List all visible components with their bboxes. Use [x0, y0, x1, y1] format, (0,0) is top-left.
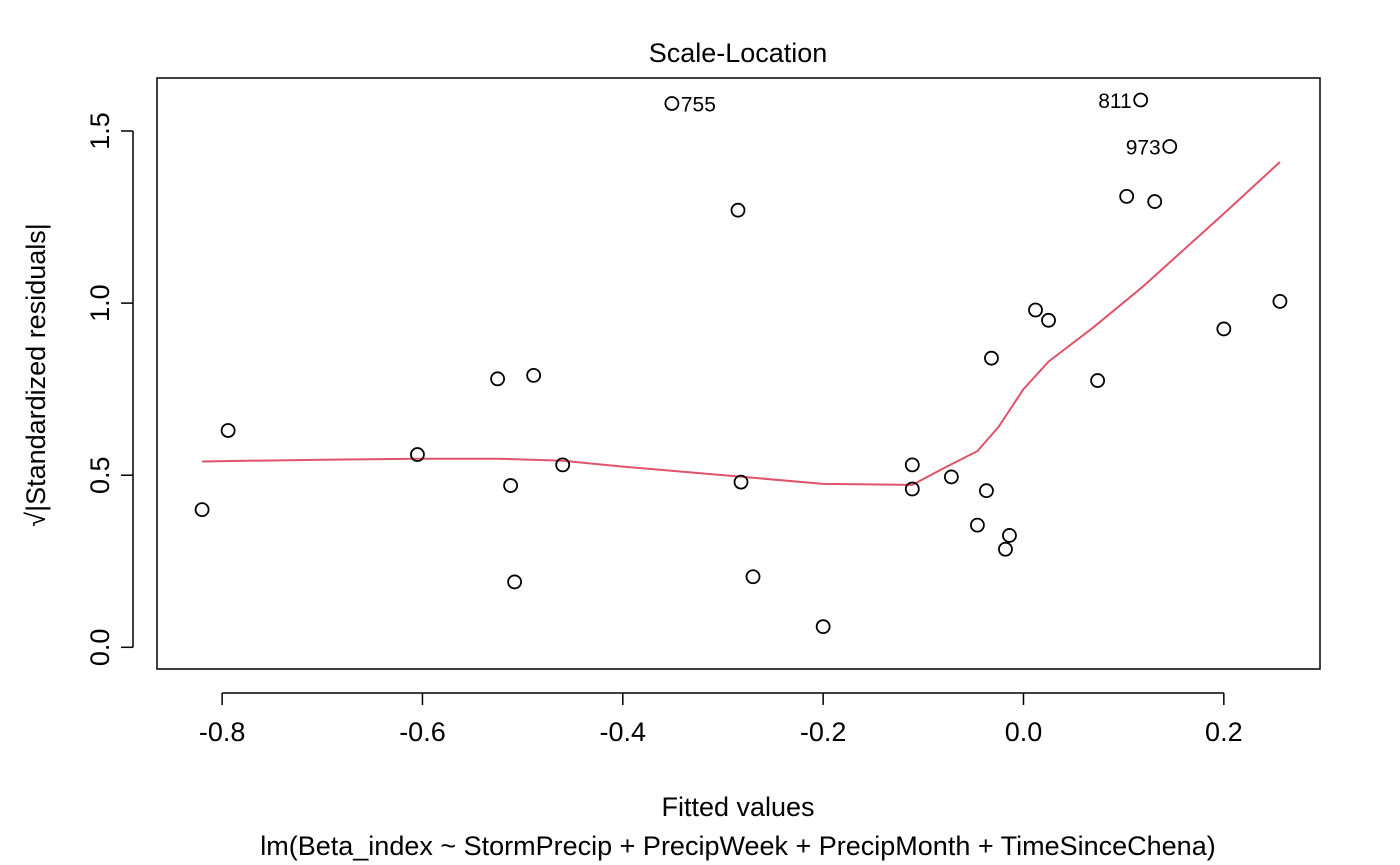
data-point — [733, 474, 749, 490]
data-point — [1216, 321, 1232, 337]
data-points: 755 811 973 — [194, 90, 1288, 635]
x-tick-label: -0.2 — [800, 717, 847, 747]
data-point — [730, 202, 746, 218]
data-point — [1041, 312, 1056, 328]
point-label: 811 — [1098, 90, 1131, 113]
data-point — [1119, 189, 1135, 204]
point-label: 973 — [1126, 136, 1161, 159]
x-tick-label: 0.2 — [1205, 717, 1243, 747]
x-tick-label: -0.6 — [399, 717, 446, 747]
chart-title: Scale-Location — [649, 38, 828, 68]
x-tick-label: -0.4 — [600, 717, 647, 747]
data-point — [1162, 139, 1178, 154]
data-point — [503, 478, 519, 493]
x-axis: -0.8 -0.6 -0.4 -0.2 0.0 0.2 — [199, 692, 1243, 747]
data-point — [490, 371, 505, 387]
chart-subtitle: lm(Beta_index ~ StormPrecip + PrecipWeek… — [260, 831, 1215, 861]
data-point — [1028, 302, 1043, 318]
x-tick-label: -0.8 — [199, 717, 246, 747]
data-point — [904, 481, 920, 497]
point-label: 755 — [681, 93, 716, 116]
data-point — [555, 457, 571, 473]
y-axis-label: √|Standardized residuals| — [21, 223, 51, 527]
data-point — [664, 96, 680, 111]
data-point — [1147, 194, 1163, 209]
smoother-line — [202, 161, 1281, 486]
data-point — [1133, 92, 1149, 108]
data-point — [943, 469, 959, 485]
data-point — [1090, 373, 1106, 388]
data-point — [1002, 528, 1017, 543]
x-axis-label: Fitted values — [661, 792, 814, 822]
data-point — [904, 457, 920, 473]
y-tick-label: 1.5 — [85, 112, 115, 150]
data-point — [970, 517, 985, 533]
data-point — [998, 541, 1013, 557]
data-point — [1272, 293, 1288, 309]
data-point — [526, 367, 542, 383]
data-point — [979, 483, 994, 499]
data-point — [194, 502, 210, 518]
y-tick-label: 1.0 — [85, 284, 115, 322]
data-point — [410, 447, 425, 462]
data-point — [507, 574, 523, 590]
data-point — [815, 619, 831, 635]
plot-box — [156, 77, 1321, 670]
data-point — [745, 569, 761, 585]
data-point — [220, 423, 236, 438]
x-tick-label: 0.0 — [1005, 717, 1043, 747]
y-tick-label: 0.0 — [85, 629, 115, 667]
data-point — [984, 350, 999, 366]
y-tick-label: 0.5 — [85, 456, 115, 494]
y-axis: 0.0 0.5 1.0 1.5 — [85, 112, 134, 667]
